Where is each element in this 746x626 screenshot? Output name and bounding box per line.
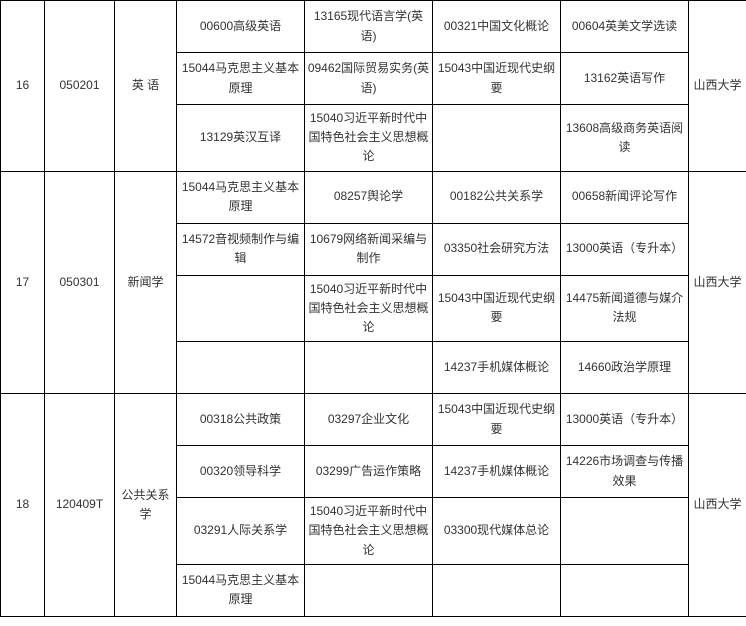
major-name: 英 语 <box>115 1 177 172</box>
course-cell: 15040习近平新时代中国特色社会主义思想概论 <box>305 498 433 565</box>
major-code: 050201 <box>45 1 115 172</box>
course-cell: 15044马克思主义基本原理 <box>177 564 305 616</box>
course-table: 16050201英 语00600高级英语13165现代语言学(英语)00321中… <box>0 0 746 617</box>
row-index: 17 <box>1 171 45 394</box>
course-cell: 13000英语（专升本） <box>561 223 689 275</box>
course-cell: 15044马克思主义基本原理 <box>177 53 305 105</box>
course-cell: 13608高级商务英语阅读 <box>561 105 689 172</box>
course-cell <box>561 498 689 565</box>
school-name: 山西大学 <box>689 1 746 172</box>
course-cell <box>433 564 561 616</box>
course-cell: 14237手机媒体概论 <box>433 446 561 498</box>
course-cell: 00604英美文学选读 <box>561 1 689 53</box>
course-cell: 00320领导科学 <box>177 446 305 498</box>
course-cell: 13129英汉互译 <box>177 105 305 172</box>
course-cell: 00318公共政策 <box>177 394 305 446</box>
course-cell <box>433 105 561 172</box>
course-cell: 03299广告运作策略 <box>305 446 433 498</box>
course-cell: 00600高级英语 <box>177 1 305 53</box>
course-cell: 14572音视频制作与编辑 <box>177 223 305 275</box>
course-cell: 13162英语写作 <box>561 53 689 105</box>
course-cell: 09462国际贸易实务(英语) <box>305 53 433 105</box>
course-cell: 00658新闻评论写作 <box>561 171 689 223</box>
course-cell: 14237手机媒体概论 <box>433 342 561 394</box>
course-cell: 03297企业文化 <box>305 394 433 446</box>
course-cell: 03300现代媒体总论 <box>433 498 561 565</box>
table-row: 18120409T公共关系学00318公共政策03297企业文化15043中国近… <box>1 394 746 446</box>
course-cell: 14660政治学原理 <box>561 342 689 394</box>
course-cell: 15043中国近现代史纲要 <box>433 53 561 105</box>
major-name: 新闻学 <box>115 171 177 394</box>
course-cell: 15043中国近现代史纲要 <box>433 275 561 342</box>
school-name: 山西大学 <box>689 394 746 617</box>
course-cell: 14226市场调查与传播效果 <box>561 446 689 498</box>
table-row: 17050301新闻学15044马克思主义基本原理08257舆论学00182公共… <box>1 171 746 223</box>
table-row: 16050201英 语00600高级英语13165现代语言学(英语)00321中… <box>1 1 746 53</box>
course-cell: 10679网络新闻采编与制作 <box>305 223 433 275</box>
course-cell <box>177 342 305 394</box>
row-index: 18 <box>1 394 45 617</box>
course-cell <box>305 564 433 616</box>
course-cell: 15043中国近现代史纲要 <box>433 394 561 446</box>
course-cell: 00321中国文化概论 <box>433 1 561 53</box>
row-index: 16 <box>1 1 45 172</box>
major-code: 120409T <box>45 394 115 617</box>
course-cell: 15040习近平新时代中国特色社会主义思想概论 <box>305 105 433 172</box>
course-cell: 13165现代语言学(英语) <box>305 1 433 53</box>
major-code: 050301 <box>45 171 115 394</box>
course-cell: 15040习近平新时代中国特色社会主义思想概论 <box>305 275 433 342</box>
course-cell <box>177 275 305 342</box>
course-cell: 00182公共关系学 <box>433 171 561 223</box>
course-cell: 14475新闻道德与媒介法规 <box>561 275 689 342</box>
course-cell <box>305 342 433 394</box>
course-cell: 03291人际关系学 <box>177 498 305 565</box>
course-cell: 13000英语（专升本） <box>561 394 689 446</box>
course-cell: 08257舆论学 <box>305 171 433 223</box>
school-name: 山西大学 <box>689 171 746 394</box>
course-cell <box>561 564 689 616</box>
course-cell: 03350社会研究方法 <box>433 223 561 275</box>
course-cell: 15044马克思主义基本原理 <box>177 171 305 223</box>
major-name: 公共关系学 <box>115 394 177 617</box>
